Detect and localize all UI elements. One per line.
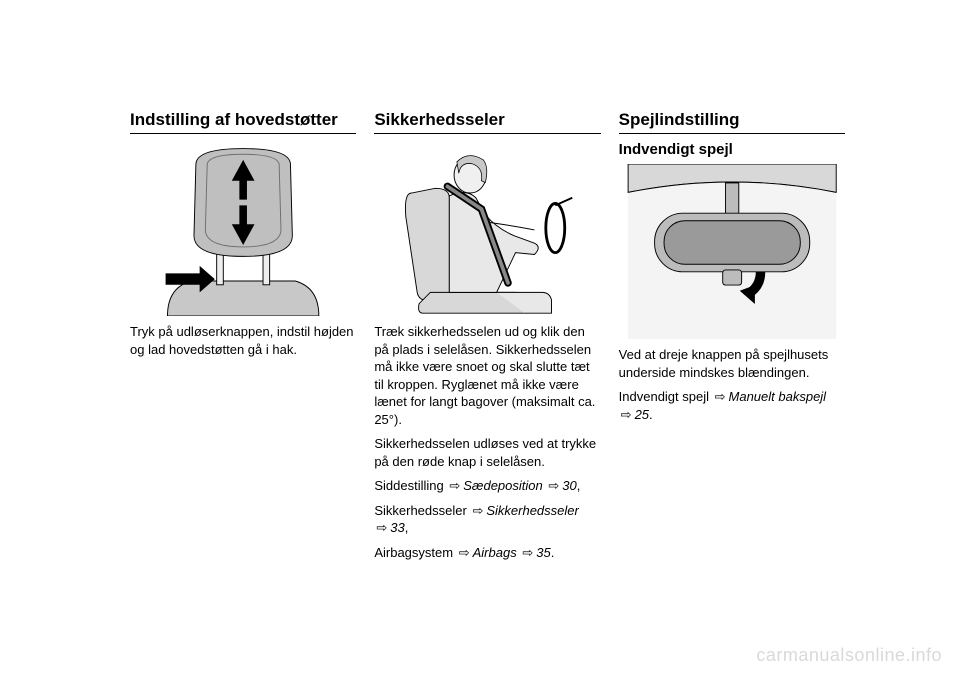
figure-seatbelt: [374, 141, 600, 316]
caption-headrest: Tryk på udløserknappen, indstil højden o…: [130, 323, 356, 358]
mirror-text-1: Ved at dreje knappen på spejlhusets unde…: [619, 346, 845, 381]
column-seatbelt: Sikkerhedsseler: [374, 110, 600, 638]
heading-seatbelt: Sikkerhedsseler: [374, 110, 600, 134]
heading-headrest: Indstilling af hovedstøtter: [130, 110, 356, 134]
figure-headrest: [130, 141, 356, 316]
figure-mirror: [619, 164, 845, 339]
seatbelt-text-1: Træk sikkerhedsselen ud og klik den på p…: [374, 323, 600, 428]
seatbelt-text-2: Sikkerhedsselen udløses ved at trykke på…: [374, 435, 600, 470]
seatbelt-ref-position: Siddestilling Sædeposition 30,: [374, 477, 600, 495]
watermark: carmanualsonline.info: [756, 645, 942, 666]
manual-page: Indstilling af hovedstøtter: [0, 0, 960, 678]
column-headrest: Indstilling af hovedstøtter: [130, 110, 356, 638]
seatbelt-ref-belts: Sikkerhedsseler Sikkerhedsseler 33,: [374, 502, 600, 537]
mirror-ref: Indvendigt spejl Manuelt bakspejl 25.: [619, 388, 845, 423]
subheading-mirror: Indvendigt spejl: [619, 141, 845, 158]
heading-mirror: Spejlindstilling: [619, 110, 845, 134]
column-mirror: Spejlindstilling Indvendigt spejl Ved at…: [619, 110, 845, 638]
seatbelt-ref-airbag: Airbagsystem Airbags 35.: [374, 544, 600, 562]
